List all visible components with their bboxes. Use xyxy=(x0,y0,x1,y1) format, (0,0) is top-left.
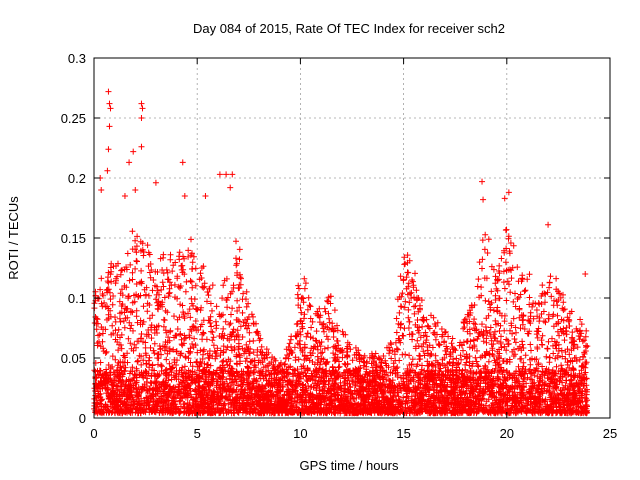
roti-outlier-point xyxy=(139,105,146,112)
y-tick-label: 0.05 xyxy=(61,351,86,366)
roti-outlier-point xyxy=(216,171,223,178)
x-tick-label: 5 xyxy=(194,426,201,441)
axis-ticks xyxy=(93,57,611,419)
roti-outlier-point xyxy=(229,171,236,178)
x-tick-label: 25 xyxy=(603,426,617,441)
y-tick-label: 0.15 xyxy=(61,231,86,246)
roti-outlier-point xyxy=(106,123,113,130)
roti-outlier-point xyxy=(105,146,112,153)
roti-outlier-point xyxy=(132,187,139,193)
roti-outlier-point xyxy=(223,171,230,178)
roti-outlier-point xyxy=(505,189,512,196)
roti-outlier-point xyxy=(106,100,113,107)
roti-outlier-point xyxy=(227,184,234,191)
x-tick-label: 10 xyxy=(293,426,307,441)
y-tick-label: 0.1 xyxy=(68,291,86,306)
chart-title: Day 084 of 2015, Rate Of TEC Index for r… xyxy=(193,21,505,36)
roti-outlier-point xyxy=(105,88,112,95)
roti-outlier-point xyxy=(202,193,209,199)
roti-outlier-point xyxy=(179,159,186,166)
roti-outlier-point xyxy=(126,159,133,166)
roti-outlier-point xyxy=(104,167,111,174)
grid-lines xyxy=(94,58,610,418)
data-points xyxy=(91,88,591,417)
y-tick-label: 0 xyxy=(79,411,86,426)
x-tick-labels: 0 5 10 15 20 25 xyxy=(90,426,617,441)
roti-outlier-point xyxy=(138,115,145,121)
roti-point-base-band xyxy=(91,367,590,415)
roti-outlier-point xyxy=(107,105,114,112)
y-tick-label: 0.25 xyxy=(61,111,86,126)
y-tick-labels: 0 0.05 0.1 0.15 0.2 0.25 0.3 xyxy=(61,51,86,426)
roti-outlier-point xyxy=(479,178,486,185)
roti-outlier-point xyxy=(480,196,487,203)
x-tick-label: 15 xyxy=(396,426,410,441)
x-axis-label: GPS time / hours xyxy=(300,458,399,473)
roti-outlier-point xyxy=(130,148,137,155)
roti-outlier-point xyxy=(181,193,188,199)
x-tick-label: 20 xyxy=(500,426,514,441)
roti-outlier-point xyxy=(138,100,145,107)
y-axis-label: ROTI / TECUs xyxy=(6,196,21,280)
roti-outlier-point xyxy=(98,187,105,193)
roti-outlier-point xyxy=(121,193,128,199)
y-tick-label: 0.2 xyxy=(68,171,86,186)
roti-outlier-point xyxy=(545,221,552,228)
roti-outlier-point xyxy=(582,271,589,277)
y-tick-label: 0.3 xyxy=(68,51,86,66)
roti-outlier-point xyxy=(501,195,508,202)
x-tick-label: 0 xyxy=(90,426,97,441)
roti-outlier-point xyxy=(138,143,145,150)
roti-outlier-point xyxy=(152,179,159,186)
